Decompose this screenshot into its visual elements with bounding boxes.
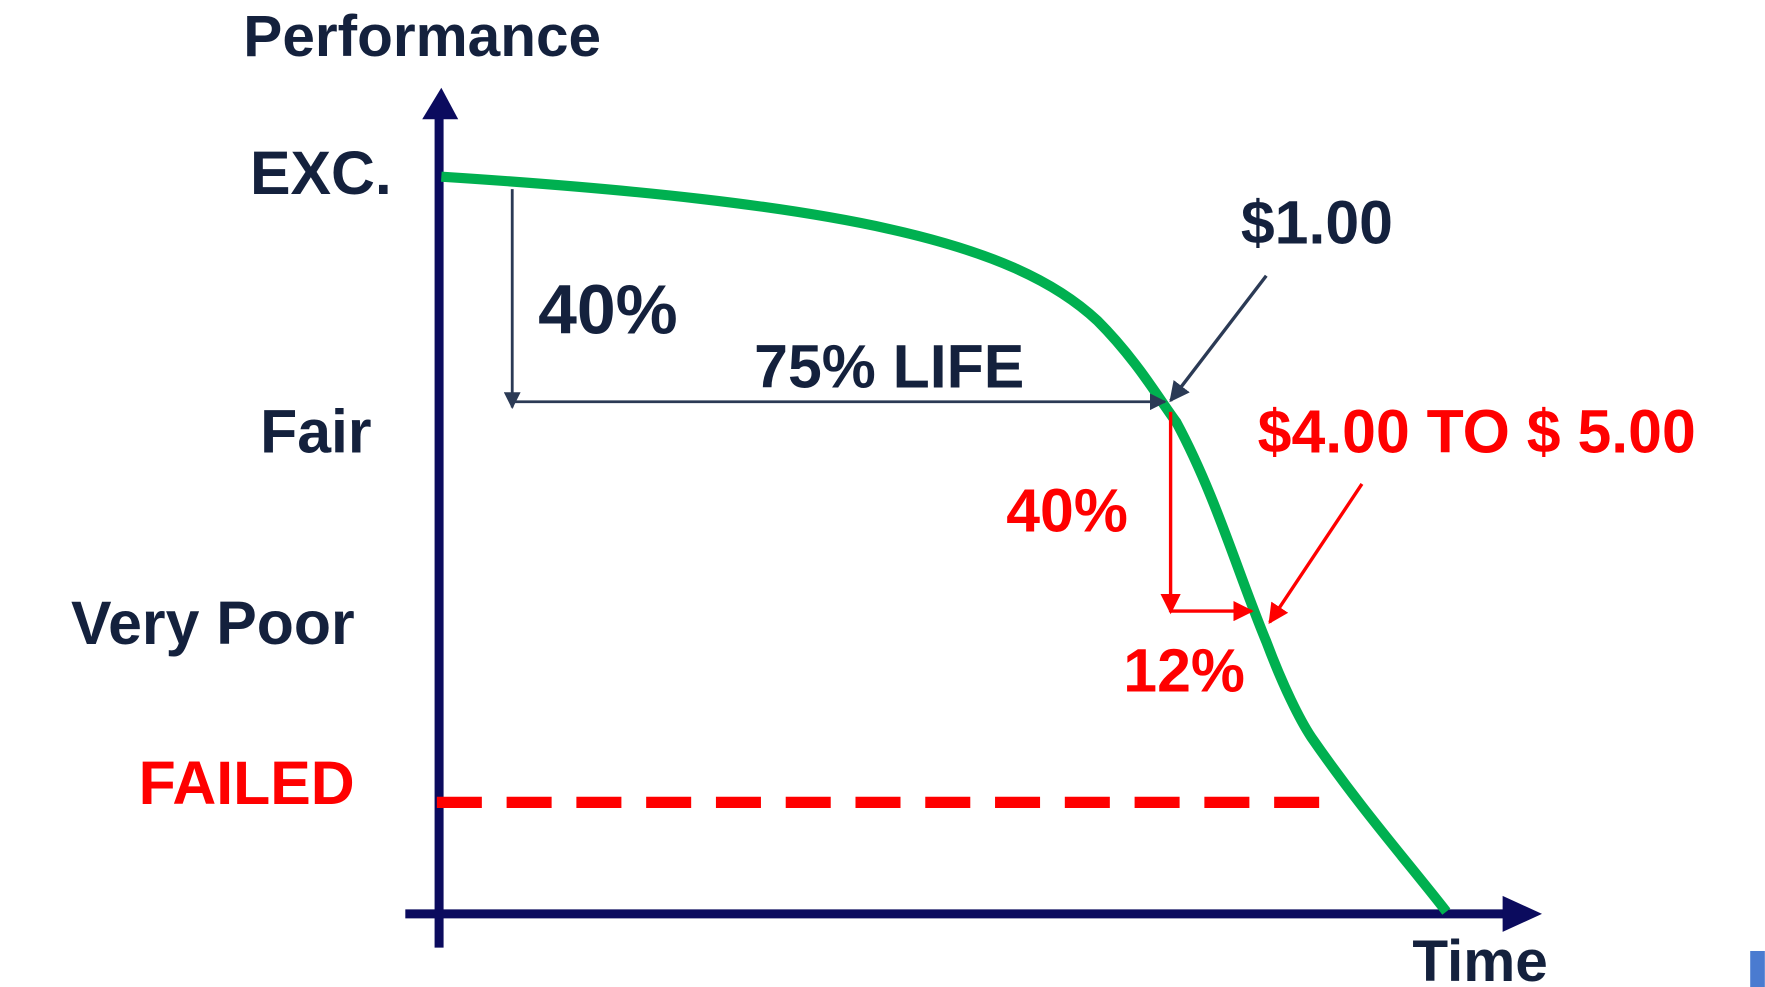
annotation: $1.00	[1241, 188, 1393, 256]
level-label: EXC.	[250, 139, 392, 207]
cost-arrow	[1169, 274, 1268, 403]
x-label: Time	[1412, 929, 1548, 987]
annotation: 40%	[1006, 476, 1128, 544]
corner-mark	[1750, 950, 1765, 987]
annotation: 40%	[538, 271, 678, 349]
level-label: FAILED	[139, 749, 355, 817]
performance-curve	[441, 171, 1451, 915]
cost-arrow-red	[1268, 482, 1364, 625]
level-label: Fair	[260, 398, 371, 466]
axis-title: Performance	[243, 4, 601, 69]
level-label: Very Poor	[71, 589, 355, 657]
y-axis-arrow	[422, 87, 459, 120]
annotation: 75% LIFE	[754, 332, 1024, 400]
annotation: $4.00 TO $ 5.00	[1258, 398, 1696, 466]
annotation: 12%	[1123, 636, 1245, 704]
x-axis-arrow	[1502, 895, 1543, 932]
